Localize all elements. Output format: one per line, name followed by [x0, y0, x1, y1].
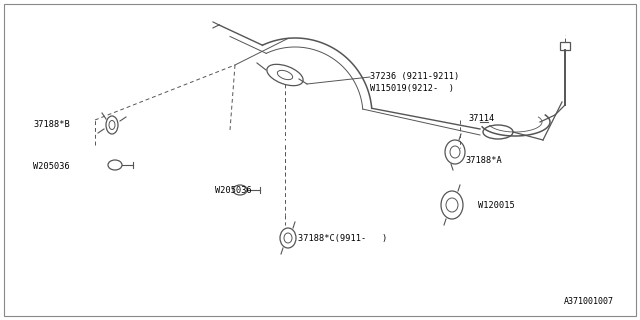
Text: 37236 (9211-9211): 37236 (9211-9211) [370, 71, 460, 81]
Text: 37114: 37114 [468, 114, 494, 123]
Text: 37188*B: 37188*B [33, 119, 70, 129]
Text: 37188*C(9911-   ): 37188*C(9911- ) [298, 234, 387, 243]
Bar [560, 42, 570, 50]
Text: 37188*A: 37188*A [465, 156, 502, 164]
Text: W120015: W120015 [478, 201, 515, 210]
Text: W115019(9212-  ): W115019(9212- ) [370, 84, 454, 92]
Text: W205036: W205036 [33, 162, 70, 171]
Text: A371001007: A371001007 [564, 298, 614, 307]
Text: W205036: W205036 [215, 186, 252, 195]
